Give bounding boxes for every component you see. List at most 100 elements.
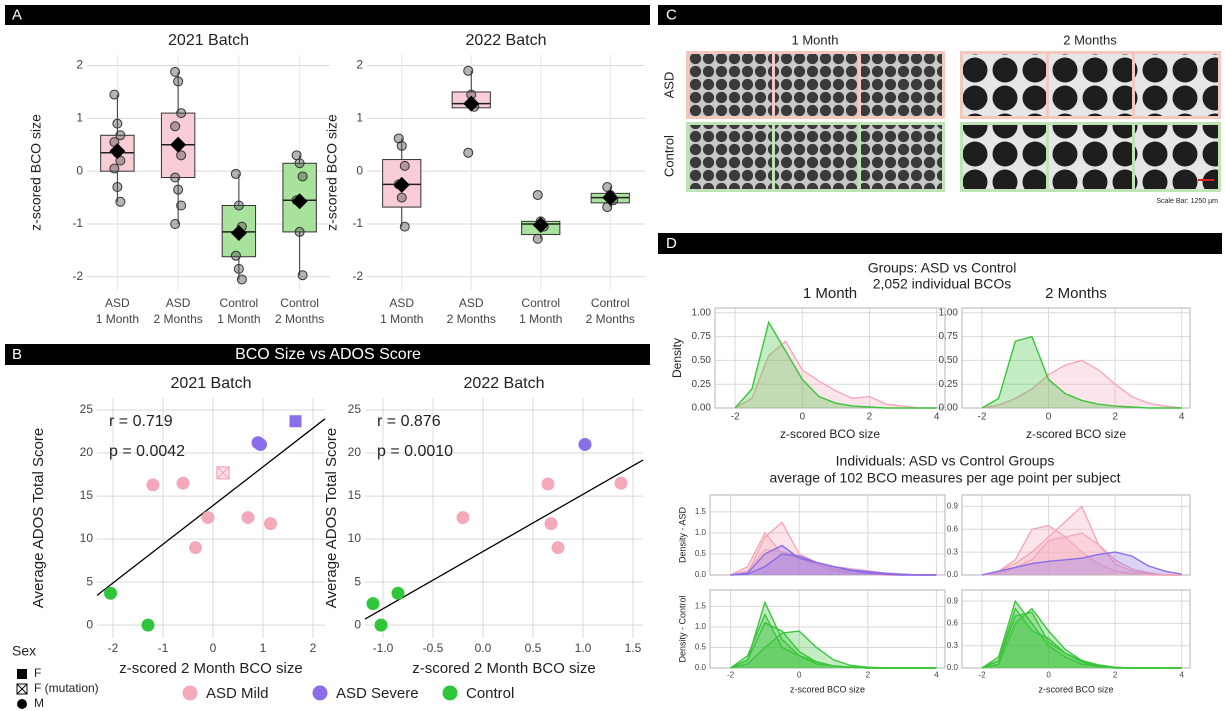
y-tick-label: 10 xyxy=(348,531,362,545)
y-tick-label: 0.0 xyxy=(695,663,707,672)
column-label: 1 Month xyxy=(792,32,839,47)
micrograph xyxy=(1135,54,1218,116)
x-tick-label: 1.5 xyxy=(625,641,642,655)
x-tick-label: 2 Months xyxy=(153,312,202,326)
x-tick-label: -2 xyxy=(108,641,119,655)
y-tick-label: 1 xyxy=(356,111,363,125)
legend-marker xyxy=(313,686,328,701)
y-tick-label: -2 xyxy=(72,269,83,283)
y-tick-label: 15 xyxy=(348,488,362,502)
y-tick-label: 2 xyxy=(76,58,83,72)
point xyxy=(231,251,240,260)
point xyxy=(295,227,304,236)
point xyxy=(237,275,246,284)
point xyxy=(533,234,542,243)
y-axis-label: Average ADOS Total Score xyxy=(323,428,340,608)
x-tick-label: ASD xyxy=(389,296,414,310)
point xyxy=(400,161,409,170)
x-tick-label: -2 xyxy=(978,412,987,423)
y-tick-label: -2 xyxy=(352,269,363,283)
figure: A B BCO Size vs ADOS Score C D 1 Month 2… xyxy=(0,0,1225,711)
y-tick-label: 0.6 xyxy=(947,524,959,533)
x-axis-label: z-scored BCO size xyxy=(780,427,880,441)
point xyxy=(264,517,277,530)
point xyxy=(174,77,183,86)
y-tick-label: 0.0 xyxy=(947,570,959,579)
point xyxy=(110,164,119,173)
point xyxy=(397,141,406,150)
x-tick-label: 0 xyxy=(1046,670,1051,679)
header-bar xyxy=(5,5,650,25)
y-tick-label: 0 xyxy=(354,617,361,631)
point xyxy=(113,119,122,128)
legend-label: ASD Severe xyxy=(336,685,419,702)
chart-title: 2021 Batch xyxy=(168,32,249,49)
x-tick-label: 1 Month xyxy=(519,312,562,326)
point xyxy=(104,587,117,600)
x-tick-label: 1 Month xyxy=(217,312,260,326)
point xyxy=(552,541,565,554)
x-tick-label: Control xyxy=(280,296,319,310)
legend-marker xyxy=(183,686,198,701)
point xyxy=(457,511,470,524)
y-axis-label: Density - Control xyxy=(677,595,687,662)
point xyxy=(142,619,155,632)
point xyxy=(392,587,405,600)
x-tick-label: 1 Month xyxy=(96,312,139,326)
y-tick-label: 20 xyxy=(348,445,362,459)
x-tick-label: -2 xyxy=(727,670,735,679)
point xyxy=(234,201,243,210)
point xyxy=(177,477,190,490)
y-tick-label: 0.0 xyxy=(695,570,707,579)
point xyxy=(242,511,255,524)
legend-label: ASD Mild xyxy=(206,685,269,702)
x-tick-label: 2 xyxy=(866,670,871,679)
micrograph xyxy=(689,125,772,189)
row-label: Control xyxy=(661,135,676,177)
point xyxy=(217,467,229,479)
point xyxy=(171,219,180,228)
group-title: Groups: ASD vs Control xyxy=(868,260,1017,276)
y-tick-label: 0.0 xyxy=(947,663,959,672)
point xyxy=(177,109,186,118)
header-bar xyxy=(658,5,1222,25)
density-curve xyxy=(982,609,1182,668)
point xyxy=(202,511,215,524)
scale-bar-label: Scale Bar: 1250 µm xyxy=(1156,198,1218,205)
x-tick-label: 0 xyxy=(800,412,806,423)
x-tick-label: 2 Months xyxy=(275,312,324,326)
y-tick-label: 5 xyxy=(86,574,93,588)
y-axis-label: Density - ASD xyxy=(677,506,687,563)
plot: 1 MonthDensity0.000.250.500.751.00-2024z… xyxy=(670,285,945,441)
legend-label: F (mutation) xyxy=(34,681,99,695)
x-tick-label: 1 Month xyxy=(380,312,423,326)
point xyxy=(367,597,380,610)
y-tick-label: 5 xyxy=(354,574,361,588)
y-tick-label: 1 xyxy=(76,111,83,125)
y-tick-label: 0 xyxy=(356,163,363,177)
micrograph xyxy=(963,54,1046,116)
plot: 2021 Batchz-scored BCO size-2-1012ASD1 M… xyxy=(28,32,330,326)
legend-marker xyxy=(443,686,458,701)
y-tick-label: 0.75 xyxy=(939,331,959,342)
micrograph xyxy=(963,125,1046,189)
x-axis-label: z-scored 2 Month BCO size xyxy=(412,660,595,677)
y-tick-label: 0.25 xyxy=(692,379,712,390)
y-tick-label: 1.5 xyxy=(695,602,707,611)
y-tick-label: 0.25 xyxy=(939,379,959,390)
y-tick-label: -1 xyxy=(352,216,363,230)
x-tick-label: 2 xyxy=(867,412,873,423)
legend-marker xyxy=(17,669,27,679)
panel-label: C xyxy=(666,6,677,23)
y-tick-label: 0.75 xyxy=(692,331,712,342)
y-tick-label: 1.00 xyxy=(692,307,712,318)
panel-label: B xyxy=(12,346,22,363)
x-tick-label: Control xyxy=(220,296,259,310)
x-axis-label: z-scored BCO size xyxy=(1038,684,1113,694)
x-tick-label: -1.0 xyxy=(373,641,394,655)
y-tick-label: 0.6 xyxy=(947,619,959,628)
y-axis-label: z-scored BCO size xyxy=(324,114,340,231)
